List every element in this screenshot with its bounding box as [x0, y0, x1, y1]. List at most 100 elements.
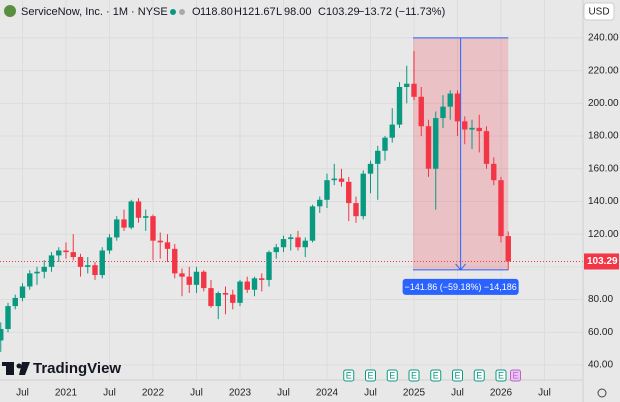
x-tick-label: 2021	[55, 388, 78, 399]
candle-body	[382, 137, 388, 151]
candle-body	[56, 250, 62, 256]
y-tick-label: 160.00	[588, 163, 619, 174]
candle-body	[70, 252, 76, 258]
x-tick-label: Jul	[538, 388, 551, 399]
candle-body	[462, 121, 468, 130]
candle-body	[12, 297, 18, 307]
ohlc-value: 118.80	[200, 6, 233, 18]
candle-body	[135, 201, 142, 218]
currency-button[interactable]	[583, 2, 615, 21]
x-tick-label: 2022	[142, 388, 165, 399]
candle-body	[48, 255, 55, 267]
candle-body	[411, 83, 417, 97]
candle-body	[331, 178, 337, 181]
candle-body	[121, 219, 127, 228]
logo-mark	[19, 362, 30, 375]
candle-body	[280, 239, 287, 248]
event-marker-label[interactable]: E	[389, 370, 395, 380]
candle-body	[498, 180, 504, 237]
candle-body	[302, 240, 308, 248]
candle-body	[425, 126, 432, 169]
candle-body	[317, 199, 323, 207]
candle-body	[433, 118, 439, 169]
event-marker[interactable]	[430, 369, 442, 382]
candle-body	[469, 127, 475, 130]
y-tick-label: 180.00	[588, 131, 619, 142]
candle-body	[404, 83, 410, 87]
event-marker[interactable]	[386, 369, 398, 382]
x-tick-label: 2026	[490, 388, 513, 399]
x-tick-label: Jul	[277, 388, 290, 399]
settings-icon[interactable]	[597, 388, 607, 398]
x-tick-label: Jul	[364, 388, 377, 399]
candle-body	[454, 93, 461, 122]
event-marker[interactable]	[343, 369, 355, 382]
candle-body	[440, 106, 446, 119]
candle-body	[237, 281, 243, 303]
candle-body	[273, 247, 279, 253]
candle-body	[106, 237, 113, 251]
event-marker[interactable]	[510, 369, 521, 382]
symbol-title[interactable]: ServiceNow, Inc. · 1M · NYSE	[21, 6, 168, 18]
event-marker-label[interactable]: E	[476, 370, 482, 380]
event-marker-label[interactable]: E	[454, 370, 460, 380]
candle-body	[34, 271, 40, 274]
event-marker-label[interactable]: E	[411, 370, 417, 380]
event-marker-label[interactable]: E	[346, 370, 352, 380]
event-marker[interactable]	[495, 369, 507, 382]
market-status	[179, 9, 185, 15]
candle-body	[483, 131, 490, 164]
candle-body	[150, 216, 156, 241]
candle-body	[505, 236, 511, 262]
candle-body	[288, 237, 294, 240]
candle-body	[179, 273, 185, 277]
event-marker[interactable]	[365, 369, 376, 382]
event-marker[interactable]	[473, 369, 485, 382]
candle-body	[186, 276, 192, 285]
event-marker-label[interactable]: E	[367, 370, 373, 380]
ohlc-value: 98.00	[284, 6, 312, 18]
event-marker-label[interactable]: E	[433, 370, 439, 380]
candle-body	[360, 173, 366, 217]
logo-text: TradingView	[33, 360, 121, 377]
y-tick-label: 200.00	[588, 98, 619, 109]
currency[interactable]: USD	[588, 7, 609, 18]
logo-mark	[6, 362, 14, 375]
candle-body	[230, 294, 236, 303]
candle-body	[99, 250, 105, 276]
candle-body	[346, 181, 352, 204]
event-marker[interactable]	[452, 369, 463, 382]
candle-body	[208, 288, 214, 307]
y-tick-label: 140.00	[588, 196, 619, 207]
candle-body	[193, 271, 200, 285]
candle-body	[85, 265, 91, 267]
candle-body	[164, 242, 171, 249]
y-tick-label: 40.00	[588, 360, 613, 371]
event-marker-label[interactable]: E	[512, 370, 518, 380]
candle-body	[295, 237, 301, 248]
candle-body	[27, 273, 33, 287]
candle-body	[128, 201, 134, 228]
candle-body	[92, 265, 98, 276]
candle-body	[244, 281, 250, 290]
candle-body	[447, 93, 453, 107]
x-tick-label: 2024	[316, 388, 339, 399]
market-status	[170, 9, 176, 15]
ohlc-label: L	[276, 6, 282, 18]
change: −13.72 (−11.73%)	[358, 6, 445, 18]
last-price-tag	[584, 253, 619, 270]
candle-body	[0, 328, 4, 341]
symbol-logo[interactable]	[4, 5, 16, 17]
event-marker-label[interactable]: E	[498, 370, 504, 380]
event-marker[interactable]	[408, 369, 420, 382]
candle-body	[491, 163, 497, 181]
ohlc-label: H	[234, 6, 242, 18]
logo: TradingView	[2, 360, 121, 377]
candle-body	[172, 248, 178, 274]
candle-body	[201, 271, 207, 289]
candle-body	[222, 293, 229, 295]
ohlc-value: 103.29	[326, 6, 360, 18]
candle-body	[396, 86, 403, 125]
candle-body	[266, 252, 272, 280]
